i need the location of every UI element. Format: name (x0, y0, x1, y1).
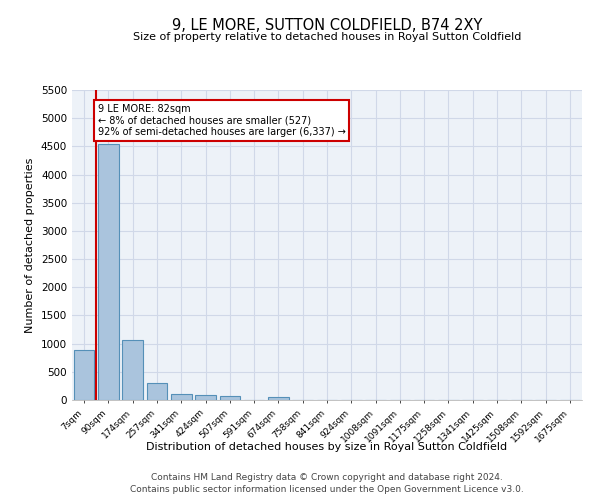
Text: Distribution of detached houses by size in Royal Sutton Coldfield: Distribution of detached houses by size … (146, 442, 508, 452)
Text: Contains public sector information licensed under the Open Government Licence v3: Contains public sector information licen… (130, 485, 524, 494)
Bar (98, 144, 119, 400)
Bar (195, 396, 216, 400)
Text: 9, LE MORE, SUTTON COLDFIELD, B74 2XY: 9, LE MORE, SUTTON COLDFIELD, B74 2XY (172, 18, 482, 32)
Bar (122, 340, 143, 400)
Bar (220, 396, 240, 400)
Bar (74, 350, 94, 400)
Bar (268, 396, 289, 400)
Y-axis label: Number of detached properties: Number of detached properties (25, 158, 35, 332)
Bar (171, 394, 191, 400)
Text: 9 LE MORE: 82sqm
← 8% of detached houses are smaller (527)
92% of semi-detached : 9 LE MORE: 82sqm ← 8% of detached houses… (97, 104, 346, 138)
Bar (146, 383, 167, 400)
Text: Size of property relative to detached houses in Royal Sutton Coldfield: Size of property relative to detached ho… (133, 32, 521, 42)
Text: Contains HM Land Registry data © Crown copyright and database right 2024.: Contains HM Land Registry data © Crown c… (151, 472, 503, 482)
